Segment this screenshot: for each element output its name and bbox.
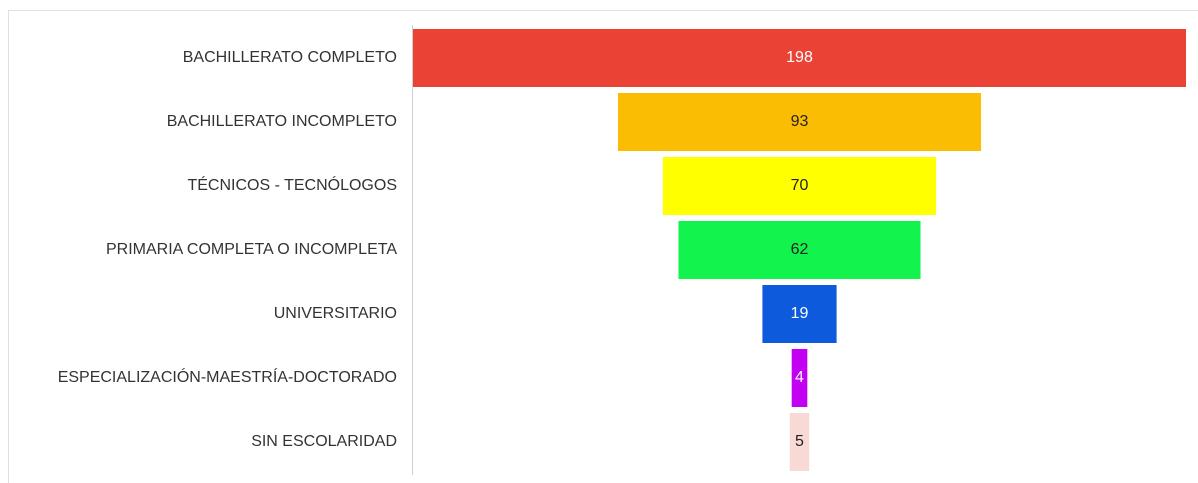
funnel-bar (413, 29, 1186, 87)
value-label: 19 (791, 305, 809, 322)
category-label: PRIMARIA COMPLETA O INCOMPLETA (106, 241, 397, 258)
funnel-bar (791, 349, 808, 407)
funnel-bar (762, 285, 837, 343)
category-label: BACHILLERATO COMPLETO (183, 49, 397, 66)
value-label: 4 (795, 369, 804, 386)
funnel-bar (789, 413, 810, 471)
value-label: 93 (791, 113, 809, 130)
value-label: 70 (791, 177, 809, 194)
funnel-bar (678, 221, 921, 279)
funnel-bar (662, 157, 937, 215)
funnel-bar (617, 93, 982, 151)
category-label: ESPECIALIZACIÓN-MAESTRÍA-DOCTORADO (58, 367, 397, 386)
value-label: 198 (786, 49, 813, 66)
category-label: BACHILLERATO INCOMPLETO (167, 113, 397, 130)
frame (8, 10, 1198, 483)
value-label: 62 (791, 241, 809, 258)
category-label: TÉCNICOS - TECNÓLOGOS (187, 175, 397, 194)
category-label: SIN ESCOLARIDAD (251, 433, 397, 450)
value-label: 5 (795, 433, 804, 450)
category-label: UNIVERSITARIO (274, 305, 397, 322)
